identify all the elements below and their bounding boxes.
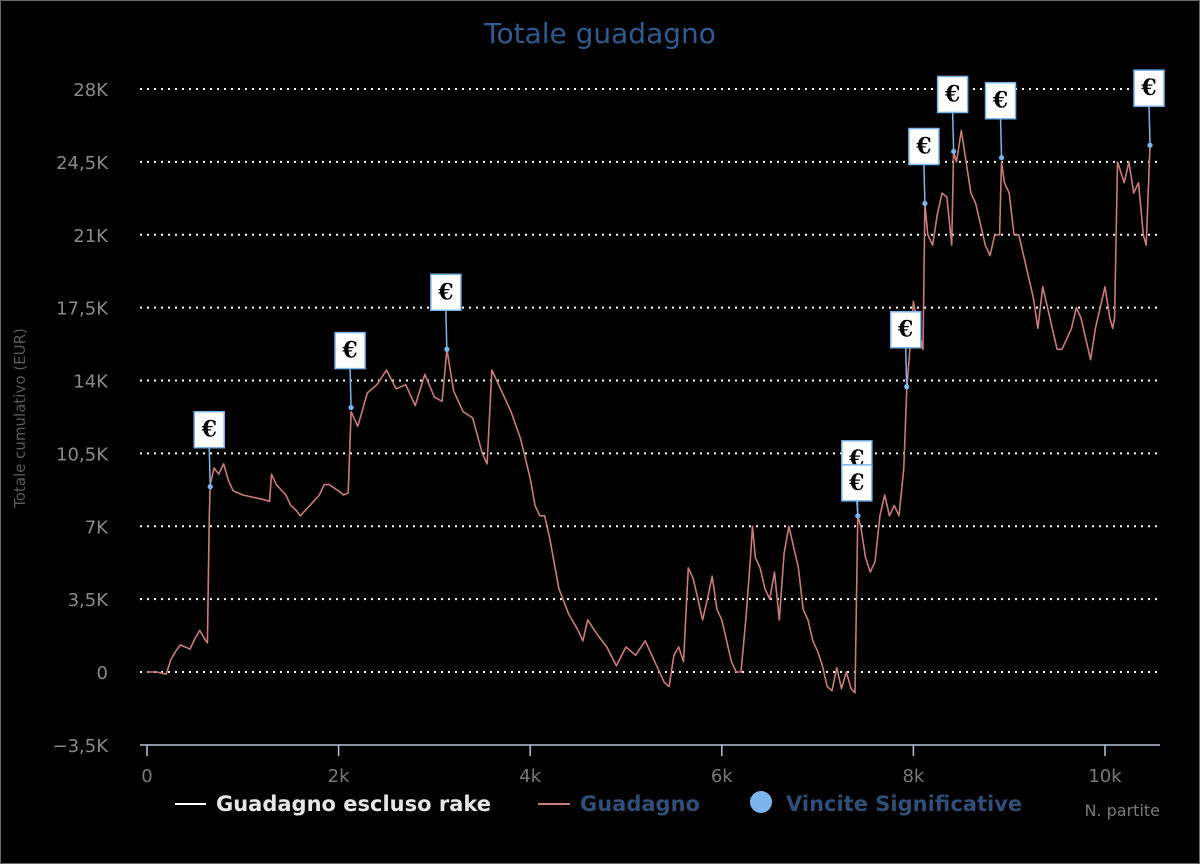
- significant-win-flag[interactable]: [936, 75, 969, 114]
- y-tick-label: −3,5K: [52, 736, 109, 757]
- significant-win-point[interactable]: [904, 384, 910, 390]
- x-tick-label: 4k: [519, 766, 541, 787]
- significant-win-point[interactable]: [855, 513, 861, 519]
- plot-area: [147, 129, 1151, 694]
- y-tick-label: 14K: [73, 372, 109, 393]
- significant-win-flag[interactable]: [908, 127, 940, 166]
- legend: Guadagno escluso rake Guadagno Vincite S…: [175, 791, 1022, 816]
- flag-connector: [349, 368, 352, 408]
- significant-win-point[interactable]: [998, 155, 1005, 161]
- significant-win-point[interactable]: [1147, 142, 1153, 148]
- flag-label: €: [897, 317, 913, 343]
- significant-win-flag[interactable]: [193, 410, 225, 449]
- significant-win-flag[interactable]: [1133, 69, 1165, 107]
- significant-win-point[interactable]: [444, 346, 450, 352]
- flag-connector: [951, 112, 955, 152]
- legend-item-guadagno-escluso-rake[interactable]: Guadagno escluso rake: [216, 792, 491, 816]
- significant-win-flag[interactable]: [984, 81, 1017, 120]
- flag-label: €: [992, 88, 1008, 114]
- flag-connector: [208, 447, 211, 487]
- x-tick-label: 2k: [328, 766, 350, 787]
- y-tick-label: 17,5K: [56, 299, 109, 320]
- flag-label: €: [944, 81, 960, 107]
- significant-win-point[interactable]: [348, 404, 354, 411]
- significant-win-point[interactable]: [922, 200, 928, 207]
- flag-connector: [1148, 106, 1151, 146]
- legend-item-guadagno[interactable]: Guadagno: [580, 792, 700, 816]
- significant-win-flag[interactable]: [430, 273, 462, 312]
- flag-label: €: [201, 417, 217, 443]
- y-tick-label: 10,5K: [56, 444, 109, 465]
- legend-item-vincite-significative[interactable]: Vincite Significative: [786, 792, 1022, 816]
- flag-label: €: [915, 134, 931, 160]
- y-axis-label: Totale cumulativo (EUR): [11, 328, 29, 509]
- x-tick-label: 10k: [1088, 766, 1122, 787]
- x-tick-label: 6k: [711, 766, 733, 787]
- y-tick-label: 3,5K: [68, 590, 110, 611]
- flag-connector: [904, 347, 908, 387]
- y-tick-label: 7K: [85, 517, 109, 538]
- x-tick-label: 0: [141, 766, 152, 787]
- chart-title: Totale guadagno: [483, 17, 716, 50]
- significant-win-flag[interactable]: [334, 331, 366, 370]
- series-line-guadagno: [147, 129, 1151, 694]
- flag-label: €: [1140, 75, 1156, 101]
- grid-lines: [140, 88, 1160, 673]
- significant-win-point[interactable]: [951, 148, 957, 155]
- x-tick-label: 8k: [902, 766, 924, 787]
- legend-marker-vincite-significative: [750, 791, 772, 813]
- significant-win-flag[interactable]: [841, 464, 873, 502]
- flag-connector: [923, 164, 926, 204]
- flag-label: €: [437, 279, 453, 305]
- x-axis: 0 2k 4k 6k 8k 10k: [140, 744, 1160, 787]
- flag-connector: [999, 118, 1003, 158]
- flag-label: €: [341, 338, 357, 364]
- x-axis-label: N. partite: [1084, 801, 1160, 820]
- significant-win-flag[interactable]: [889, 310, 922, 349]
- significant-win-flags: €€€€€€€€ € €: [193, 69, 1165, 519]
- y-axis-ticks: −3,5K 0 3,5K 7K 10,5K 14K 17,5K 21K 24,5K 28K: [52, 80, 109, 757]
- significant-win-point[interactable]: [207, 484, 213, 490]
- flag-label: €: [848, 470, 864, 496]
- y-tick-label: 0: [97, 663, 108, 684]
- flag-connector: [445, 310, 448, 350]
- y-tick-label: 21K: [73, 226, 109, 247]
- y-tick-label: 28K: [73, 80, 109, 101]
- y-tick-label: 24,5K: [56, 153, 109, 174]
